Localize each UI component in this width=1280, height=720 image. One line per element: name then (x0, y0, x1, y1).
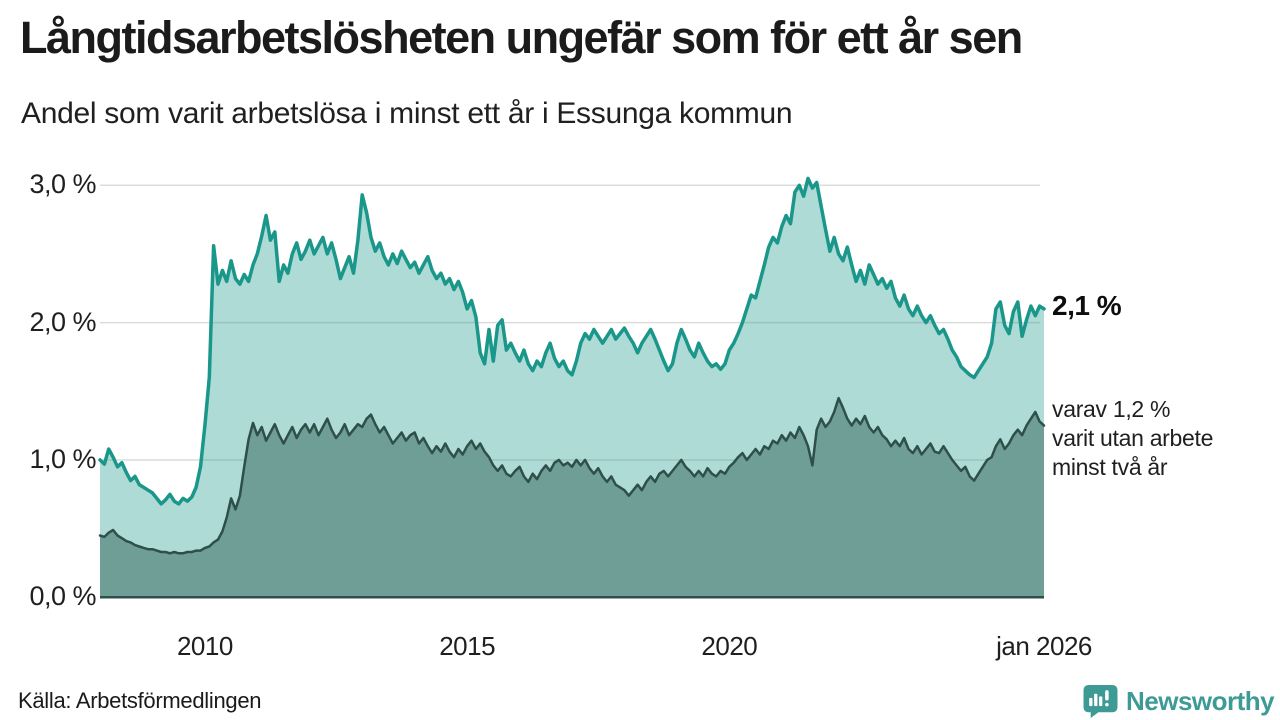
y-axis-tick-label: 2,0 % (29, 306, 96, 337)
utan-arbete-minst-tva-ar-line (98, 396, 1046, 555)
logo-exclamation-icon (1105, 690, 1109, 701)
x-axis-tick-label: jan 2026 (996, 631, 1092, 661)
y-axis-tick-label: 3,0 % (29, 169, 96, 200)
secondary-annotation: varav 1,2 % varit utan arbete minst två … (1052, 395, 1213, 482)
source-credit: Källa: Arbetsförmedlingen (18, 688, 262, 713)
secondary-annotation-line: varav 1,2 % (1052, 396, 1171, 422)
arbetslosa-minst-ett-ar-line (98, 176, 1046, 506)
brand-name: Newsworthy (1126, 686, 1275, 716)
newsworthy-logo[interactable]: Newsworthy (1083, 685, 1275, 718)
x-axis-tick-label: 2020 (701, 631, 758, 661)
chart-subtitle: Andel som varit arbetslösa i minst ett å… (21, 97, 793, 130)
newsworthy-logo-icon (1083, 685, 1118, 718)
logo-bar-icon (1099, 696, 1103, 707)
y-axis-tick-label: 0,0 % (29, 581, 96, 612)
secondary-annotation-line: minst två år (1052, 454, 1168, 480)
x-axis-tick-label: 2010 (176, 631, 233, 661)
x-axis-tick-label: 2015 (439, 631, 496, 661)
y-axis-tick-label: 1,0 % (29, 443, 96, 474)
secondary-annotation-line: varit utan arbete (1052, 425, 1214, 451)
logo-bar-icon (1089, 697, 1093, 707)
latest-value-label: 2,1 % (1052, 290, 1122, 321)
page-title: Långtidsarbetslösheten ungefär som för e… (20, 12, 1023, 63)
logo-exclamation-dot-icon (1105, 702, 1109, 707)
logo-bar-icon (1094, 693, 1098, 707)
